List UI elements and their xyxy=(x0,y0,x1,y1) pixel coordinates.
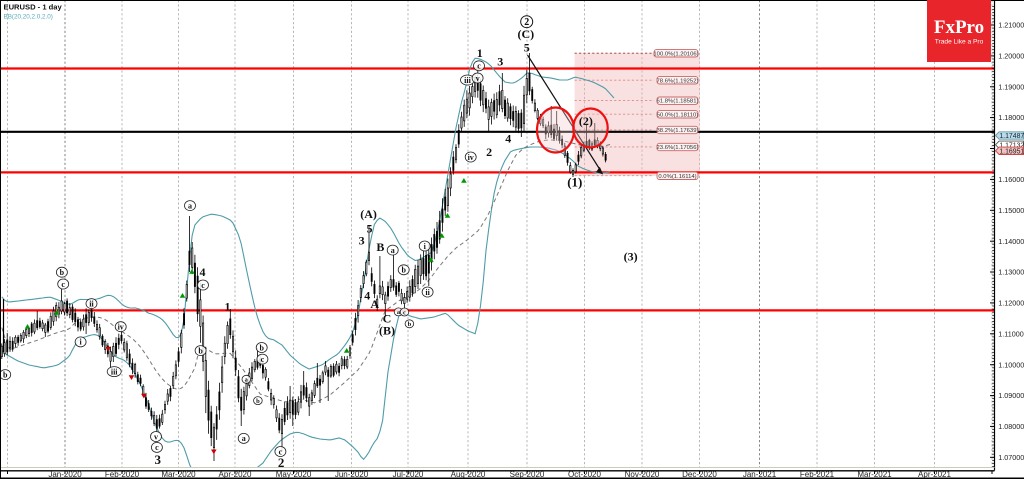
svg-text:(B): (B) xyxy=(379,324,395,338)
svg-text:EURUSD - 1 day: EURUSD - 1 day xyxy=(4,3,63,12)
svg-text:1.14000: 1.14000 xyxy=(998,237,1024,246)
svg-text:Mar-2021: Mar-2021 xyxy=(857,470,892,479)
svg-text:(2): (2) xyxy=(579,114,593,128)
svg-text:a: a xyxy=(397,309,401,316)
svg-text:iv: iv xyxy=(468,153,474,162)
svg-text:A: A xyxy=(370,297,379,311)
svg-text:1.07000: 1.07000 xyxy=(998,453,1024,462)
svg-text:Trade Like a Pro: Trade Like a Pro xyxy=(935,39,984,46)
svg-text:b: b xyxy=(3,370,8,379)
svg-text:a: a xyxy=(188,201,192,210)
svg-text:3: 3 xyxy=(155,452,162,467)
svg-text:1.16951: 1.16951 xyxy=(999,148,1024,155)
svg-text:iii: iii xyxy=(464,76,471,85)
svg-text:Jun-2020: Jun-2020 xyxy=(335,470,369,479)
svg-text:May-2020: May-2020 xyxy=(276,470,312,479)
svg-text:4: 4 xyxy=(200,265,206,279)
svg-text:v: v xyxy=(476,74,480,83)
svg-text:1.20000: 1.20000 xyxy=(998,52,1024,61)
svg-text:iii: iii xyxy=(111,367,118,376)
svg-text:1.15000: 1.15000 xyxy=(998,206,1024,215)
svg-text:1.08000: 1.08000 xyxy=(998,422,1024,431)
svg-text:a: a xyxy=(245,377,249,384)
svg-text:50.0%(1.18110): 50.0%(1.18110) xyxy=(657,112,699,118)
svg-text:Sep-2020: Sep-2020 xyxy=(510,470,545,479)
svg-text:Jul-2020: Jul-2020 xyxy=(393,470,424,479)
svg-text:Aug-2020: Aug-2020 xyxy=(451,470,486,479)
svg-text:c: c xyxy=(403,309,406,316)
svg-text:5: 5 xyxy=(524,41,530,55)
svg-text:1.16000: 1.16000 xyxy=(998,175,1024,184)
svg-text:3: 3 xyxy=(497,55,503,69)
svg-text:38.2%(1.17639): 38.2%(1.17639) xyxy=(657,128,699,134)
svg-text:(3): (3) xyxy=(624,250,638,264)
svg-text:a: a xyxy=(242,434,246,443)
svg-text:b: b xyxy=(198,346,203,355)
svg-text:1.12000: 1.12000 xyxy=(998,299,1024,308)
svg-text:b: b xyxy=(408,321,412,328)
svg-text:(C): (C) xyxy=(517,27,534,41)
svg-text:c: c xyxy=(201,281,205,290)
svg-text:(1): (1) xyxy=(567,174,582,189)
svg-text:1.13000: 1.13000 xyxy=(998,268,1024,277)
svg-text:Jan-2021: Jan-2021 xyxy=(743,470,777,479)
svg-text:i: i xyxy=(79,338,82,347)
svg-text:2: 2 xyxy=(278,455,285,470)
svg-text:5: 5 xyxy=(367,222,373,236)
svg-text:1.10000: 1.10000 xyxy=(998,360,1024,369)
svg-text:100.0%(1.20106): 100.0%(1.20106) xyxy=(653,51,698,57)
svg-text:Jan-2020: Jan-2020 xyxy=(48,470,82,479)
svg-text:i: i xyxy=(424,242,427,251)
svg-text:1.19000: 1.19000 xyxy=(998,82,1024,91)
svg-text:2: 2 xyxy=(524,17,529,28)
svg-text:Dec-2020: Dec-2020 xyxy=(682,470,717,479)
svg-text:78.6%(1.19252): 78.6%(1.19252) xyxy=(657,78,699,84)
svg-text:23.6%(1.17056): 23.6%(1.17056) xyxy=(657,145,699,151)
svg-text:FxPro: FxPro xyxy=(934,17,984,38)
svg-text:0.0%(1.16114): 0.0%(1.16114) xyxy=(658,174,696,180)
svg-text:BB(20,20,2.0,2.0): BB(20,20,2.0,2.0) xyxy=(4,14,53,21)
svg-text:1.17132: 1.17132 xyxy=(999,142,1024,149)
svg-text:b: b xyxy=(256,398,260,405)
svg-text:4: 4 xyxy=(364,288,370,302)
svg-text:1.17487: 1.17487 xyxy=(999,133,1024,140)
svg-text:c: c xyxy=(279,447,283,456)
svg-text:Nov-2020: Nov-2020 xyxy=(625,470,660,479)
svg-text:c: c xyxy=(155,443,159,452)
svg-text:c: c xyxy=(61,280,65,289)
svg-text:1.21000: 1.21000 xyxy=(998,21,1024,30)
svg-text:b: b xyxy=(259,343,264,352)
svg-text:Feb-2020: Feb-2020 xyxy=(105,470,140,479)
svg-text:4: 4 xyxy=(505,132,511,146)
svg-text:1.11000: 1.11000 xyxy=(998,329,1023,338)
svg-text:ii: ii xyxy=(89,299,94,308)
svg-text:1: 1 xyxy=(477,46,483,60)
svg-text:Apr-2020: Apr-2020 xyxy=(219,470,252,479)
svg-text:(A): (A) xyxy=(360,207,377,221)
svg-text:1.18000: 1.18000 xyxy=(998,113,1024,122)
svg-text:3: 3 xyxy=(359,234,365,248)
svg-text:c: c xyxy=(261,355,265,364)
svg-text:Feb-2021: Feb-2021 xyxy=(800,470,835,479)
svg-text:1.09000: 1.09000 xyxy=(998,391,1024,400)
svg-text:c: c xyxy=(477,62,481,71)
svg-text:B: B xyxy=(376,240,384,254)
svg-text:a: a xyxy=(391,246,395,255)
svg-text:C: C xyxy=(383,312,392,326)
svg-text:61.8%(1.18581): 61.8%(1.18581) xyxy=(657,99,699,105)
svg-text:b: b xyxy=(401,266,406,275)
svg-text:1: 1 xyxy=(225,300,231,314)
svg-text:2: 2 xyxy=(486,145,492,159)
svg-text:Oct-2020: Oct-2020 xyxy=(568,470,601,479)
svg-text:Apr-2021: Apr-2021 xyxy=(918,470,951,479)
svg-text:Mar-2020: Mar-2020 xyxy=(161,470,196,479)
svg-text:v: v xyxy=(154,432,158,441)
svg-text:ii: ii xyxy=(425,288,430,297)
svg-text:iv: iv xyxy=(118,323,124,332)
svg-text:b: b xyxy=(60,268,65,277)
